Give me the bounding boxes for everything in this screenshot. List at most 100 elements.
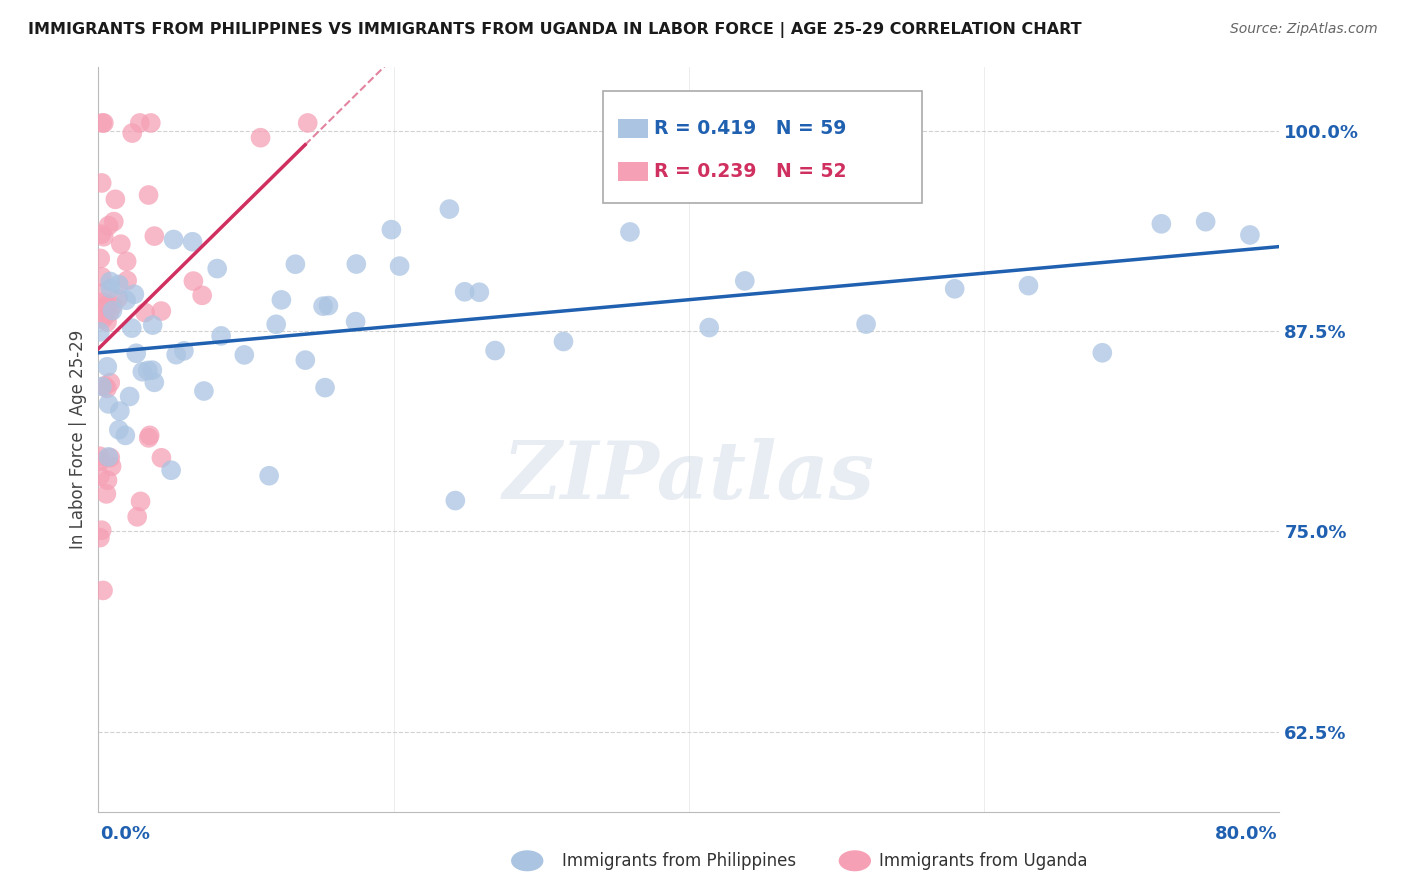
Point [264, 318, 287, 332]
Point [91, 295, 114, 310]
Point [96, 299, 118, 313]
Point [380, 222, 402, 236]
Point [143, 229, 166, 244]
Text: R = 0.239   N = 52: R = 0.239 N = 52 [654, 162, 846, 181]
Point [98, 376, 121, 390]
Point [183, 274, 205, 288]
Y-axis label: In Labor Force | Age 25-29: In Labor Force | Age 25-29 [69, 330, 87, 549]
Point [124, 287, 146, 301]
Point [125, 346, 148, 360]
Point [150, 450, 173, 465]
Point [181, 235, 204, 249]
Point [110, 237, 132, 252]
Point [270, 293, 292, 307]
Point [108, 404, 131, 418]
Point [191, 288, 214, 302]
Point [128, 116, 150, 130]
Point [1195, 215, 1218, 229]
Point [734, 274, 756, 288]
Point [143, 376, 166, 390]
Point [1018, 278, 1040, 293]
Point [90, 523, 112, 537]
Point [855, 317, 877, 331]
Point [98, 450, 121, 465]
Text: Source: ZipAtlas.com: Source: ZipAtlas.com [1230, 22, 1378, 37]
Point [136, 363, 159, 377]
Point [91, 379, 114, 393]
Point [97, 219, 120, 233]
Point [90, 286, 112, 301]
Point [89, 252, 111, 266]
Point [138, 428, 160, 442]
Point [553, 334, 575, 349]
Point [142, 318, 165, 332]
Point [193, 384, 215, 398]
Text: 0.0%: 0.0% [100, 824, 150, 843]
Point [89, 325, 111, 339]
Point [90, 176, 112, 190]
Point [100, 281, 122, 295]
Point [312, 299, 335, 313]
Point [138, 431, 160, 445]
Point [619, 225, 641, 239]
Point [101, 303, 124, 318]
Text: Immigrants from Philippines: Immigrants from Philippines [562, 852, 797, 870]
Point [98, 306, 121, 320]
Point [1150, 217, 1173, 231]
Point [344, 315, 367, 329]
Point [249, 130, 271, 145]
Point [131, 365, 153, 379]
Point [89, 449, 111, 463]
Point [127, 509, 149, 524]
Point [94, 379, 117, 393]
Point [118, 389, 141, 403]
Text: IMMIGRANTS FROM PHILIPPINES VS IMMIGRANTS FROM UGANDA IN LABOR FORCE | AGE 25-29: IMMIGRANTS FROM PHILIPPINES VS IMMIGRANT… [28, 22, 1081, 38]
Point [134, 305, 156, 319]
Point [104, 192, 127, 206]
Point [91, 312, 114, 326]
Point [205, 261, 228, 276]
Point [294, 353, 316, 368]
Point [96, 487, 118, 501]
Point [108, 423, 131, 437]
Point [115, 254, 138, 268]
Point [103, 214, 125, 228]
Point [96, 473, 118, 487]
Point [173, 343, 195, 358]
Point [121, 126, 143, 140]
Point [89, 469, 111, 483]
Point [318, 299, 340, 313]
Point [388, 259, 411, 273]
Point [98, 275, 121, 289]
Point [97, 397, 120, 411]
Point [90, 269, 112, 284]
Point [165, 348, 187, 362]
Point [209, 329, 232, 343]
Point [89, 454, 111, 468]
Point [114, 428, 136, 442]
Point [138, 188, 160, 202]
Point [93, 116, 115, 130]
Point [97, 450, 120, 464]
Point [150, 304, 173, 318]
Point [233, 348, 256, 362]
Point [121, 321, 143, 335]
Point [91, 310, 114, 324]
Point [160, 463, 183, 477]
Point [468, 285, 491, 300]
Point [257, 468, 280, 483]
Point [697, 320, 720, 334]
Point [91, 583, 114, 598]
Point [96, 315, 118, 329]
Point [96, 299, 118, 313]
Point [439, 202, 461, 216]
Point [162, 233, 184, 247]
Point [284, 257, 307, 271]
Point [444, 493, 467, 508]
Text: R = 0.419   N = 59: R = 0.419 N = 59 [654, 119, 846, 138]
Point [453, 285, 475, 299]
Point [91, 116, 114, 130]
Point [115, 293, 138, 308]
Point [297, 116, 319, 130]
Point [1239, 227, 1261, 242]
